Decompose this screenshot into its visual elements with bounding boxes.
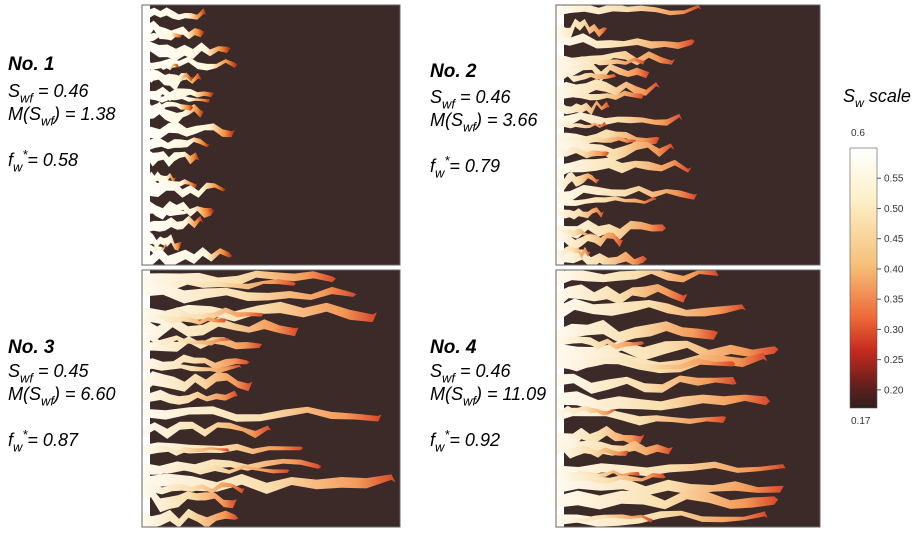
text-run: M(S	[8, 384, 41, 404]
text-line: Swf = 0.46	[430, 87, 512, 111]
text-run: ) = 3.66	[474, 110, 539, 130]
text-line: fw*= 0.92	[430, 427, 500, 455]
text-run: = 0.87	[27, 430, 79, 450]
text-run: = 0.46	[455, 87, 512, 107]
text-run: = 0.79	[449, 156, 500, 176]
text-run: = 0.46	[455, 361, 512, 381]
text-line: Swf = 0.46	[8, 81, 90, 105]
text-line: M(Swf) = 3.66	[430, 110, 538, 134]
text-run: S	[430, 87, 442, 107]
text-run: ) = 11.09	[474, 384, 546, 404]
colorbar-tick-label: 0.45	[884, 234, 904, 245]
text-line: fw*= 0.58	[8, 147, 78, 175]
text-run: M(S	[8, 104, 41, 124]
colorbar-tick-label: 0.40	[884, 264, 904, 275]
simulation-panel	[142, 270, 400, 528]
text-run: = 0.58	[27, 150, 78, 170]
text-run: ) = 1.38	[52, 104, 116, 124]
colorbar-max: 0.6	[851, 128, 865, 139]
text-line: M(Swf) = 11.09	[430, 384, 546, 408]
text-run: M(S	[430, 384, 463, 404]
text-run: S	[8, 81, 20, 101]
text-run: = 0.45	[33, 361, 90, 381]
text-run: = 0.46	[33, 81, 90, 101]
text-line: fw*= 0.79	[430, 153, 500, 181]
text-run: ) = 6.60	[52, 384, 116, 404]
text-line: Sw scale	[843, 86, 911, 110]
panel-label: No. 3	[8, 337, 55, 358]
panel-label: No. 2	[430, 61, 477, 82]
text-line: Swf = 0.45	[8, 361, 90, 385]
simulation-panel	[556, 4, 820, 272]
text-line: M(Swf) = 1.38	[8, 104, 116, 128]
colorbar-min: 0.17	[851, 416, 871, 427]
colorbar-tick-label: 0.30	[884, 325, 904, 336]
simulation-panel	[142, 5, 400, 268]
colorbar-tick-label: 0.50	[884, 204, 904, 215]
colorbar-ramp	[850, 148, 877, 408]
colorbar-tick-label: 0.20	[884, 385, 904, 396]
text-run: S	[8, 361, 20, 381]
text-line: Swf = 0.46	[430, 361, 512, 385]
figure: No. 1Swf = 0.46M(Swf) = 1.38fw*= 0.58No.…	[0, 0, 917, 533]
colorbar-tick-label: 0.25	[884, 355, 904, 366]
colorbar: Sw scale 0.6 0.17 0.55 0.50 0.45 0.40 0.35 0.30 0…	[843, 86, 911, 427]
text-line: fw*= 0.87	[8, 427, 79, 455]
colorbar-tick-label: 0.55	[884, 174, 904, 185]
panel-label: No. 1	[8, 54, 54, 75]
text-run: = 0.92	[449, 430, 500, 450]
text-line: M(Swf) = 6.60	[8, 384, 116, 408]
text-run: S	[430, 361, 442, 381]
text-run: S	[843, 86, 855, 106]
page: No. 1Swf = 0.46M(Swf) = 1.38fw*= 0.58No.…	[0, 0, 917, 533]
text-run: M(S	[430, 110, 463, 130]
text-run: scale	[864, 86, 911, 106]
panel-label: No. 4	[430, 337, 477, 358]
simulation-panel	[556, 268, 820, 527]
colorbar-tick-label: 0.35	[884, 295, 904, 306]
